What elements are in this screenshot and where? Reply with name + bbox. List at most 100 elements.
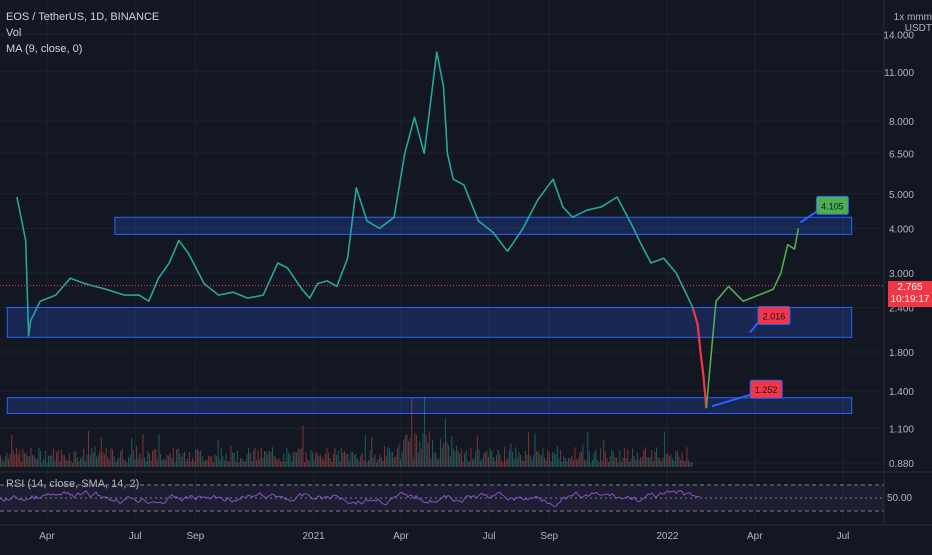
rsi-line	[0, 489, 701, 507]
volume-bar	[243, 461, 245, 467]
y-tick-label: 1.400	[889, 387, 914, 398]
volume-bar	[388, 448, 390, 467]
volume-bar	[504, 446, 506, 467]
volume-bar	[638, 459, 640, 467]
volume-bar	[196, 448, 198, 467]
volume-bar	[596, 460, 598, 467]
volume-bar	[540, 455, 542, 467]
annotation-callout	[815, 195, 849, 215]
volume-bar	[8, 459, 10, 467]
volume-bar	[416, 435, 418, 467]
currency-top-text: 1x mmm	[893, 12, 932, 23]
volume-bar	[92, 452, 94, 467]
volume-bar	[662, 457, 664, 467]
volume-bar	[27, 455, 29, 467]
volume-bar	[184, 451, 186, 467]
volume-bar	[259, 459, 261, 467]
volume-bar	[390, 452, 392, 467]
volume-bar	[283, 453, 285, 467]
volume-bar	[91, 448, 93, 467]
volume-bar	[166, 455, 168, 467]
volume-bar	[99, 451, 101, 467]
ma-indicator-label[interactable]: MA (9, close, 0)	[6, 43, 83, 55]
volume-bar	[644, 447, 646, 467]
volume-bar	[614, 457, 616, 467]
volume-bar	[347, 453, 349, 467]
volume-bar	[512, 451, 514, 467]
volume-bar	[89, 455, 91, 467]
volume-bar	[521, 460, 523, 467]
volume-bar	[310, 450, 312, 467]
volume-bar	[444, 418, 446, 467]
volume-bar	[140, 458, 142, 467]
volume-bar	[190, 461, 192, 467]
volume-bar	[100, 437, 102, 467]
volume-bar	[30, 447, 32, 467]
volume-bar	[505, 460, 507, 467]
volume-bar	[340, 448, 342, 467]
volume-bar	[212, 462, 214, 467]
volume-bar	[409, 438, 411, 467]
volume-bar	[452, 448, 454, 467]
volume-bar	[488, 456, 490, 467]
volume-bar	[104, 454, 106, 467]
volume-bar	[480, 460, 482, 467]
volume-bar	[438, 458, 440, 467]
volume-bar	[611, 449, 613, 467]
volume-bar	[387, 447, 389, 467]
volume-bar	[334, 448, 336, 467]
volume-bar	[59, 461, 61, 467]
volume-bar	[536, 451, 538, 467]
volume-bar	[358, 461, 360, 467]
volume-bar	[300, 447, 302, 467]
volume-bar	[337, 450, 339, 467]
volume-bar	[489, 448, 491, 467]
volume-bar	[67, 460, 69, 467]
volume-bar	[164, 459, 166, 467]
volume-bar	[552, 452, 554, 467]
volume-bar	[96, 456, 98, 467]
volume-bar	[260, 447, 262, 467]
volume-bar	[464, 453, 466, 467]
volume-bar	[560, 449, 562, 467]
volume-bar	[44, 451, 46, 467]
volume-bar	[636, 452, 638, 467]
volume-bar	[308, 461, 310, 467]
volume-bar	[342, 452, 344, 467]
symbol-title[interactable]: EOS / TetherUS, 1D, BINANCE	[6, 11, 160, 23]
volume-bar	[121, 448, 123, 467]
volume-bar	[171, 458, 173, 467]
volume-bar	[393, 457, 395, 467]
volume-bar	[668, 455, 670, 467]
volume-bar	[88, 430, 90, 467]
volume-bar	[294, 451, 296, 467]
volume-bar	[481, 458, 483, 467]
volume-bar	[616, 457, 618, 467]
volume-bar	[673, 461, 675, 467]
volume-bar	[158, 434, 160, 467]
volume-bar	[436, 459, 438, 467]
volume-bar	[460, 448, 462, 467]
volume-bar	[275, 457, 277, 467]
volume-bar	[1, 459, 3, 467]
volume-bar	[120, 451, 122, 467]
volume-bar	[406, 434, 408, 467]
last-price-value: 2.765	[897, 282, 923, 293]
annotation-label: 2.016	[763, 311, 786, 321]
rsi-indicator-label[interactable]: RSI (14, close, SMA, 14, 2)	[6, 478, 140, 490]
volume-bar	[123, 459, 125, 467]
volume-bar	[659, 458, 661, 467]
volume-bar	[542, 448, 544, 467]
volume-bar	[579, 452, 581, 467]
currency-label[interactable]: 1x mmm USDT	[892, 12, 932, 34]
volume-bar	[224, 460, 226, 467]
volume-bar	[9, 454, 11, 467]
volume-bar	[526, 454, 528, 467]
volume-bar	[225, 453, 227, 467]
volume-bar	[654, 451, 656, 467]
volume-bar	[448, 445, 450, 467]
volume-bar	[299, 449, 301, 467]
volume-indicator-label[interactable]: Vol	[6, 27, 22, 39]
